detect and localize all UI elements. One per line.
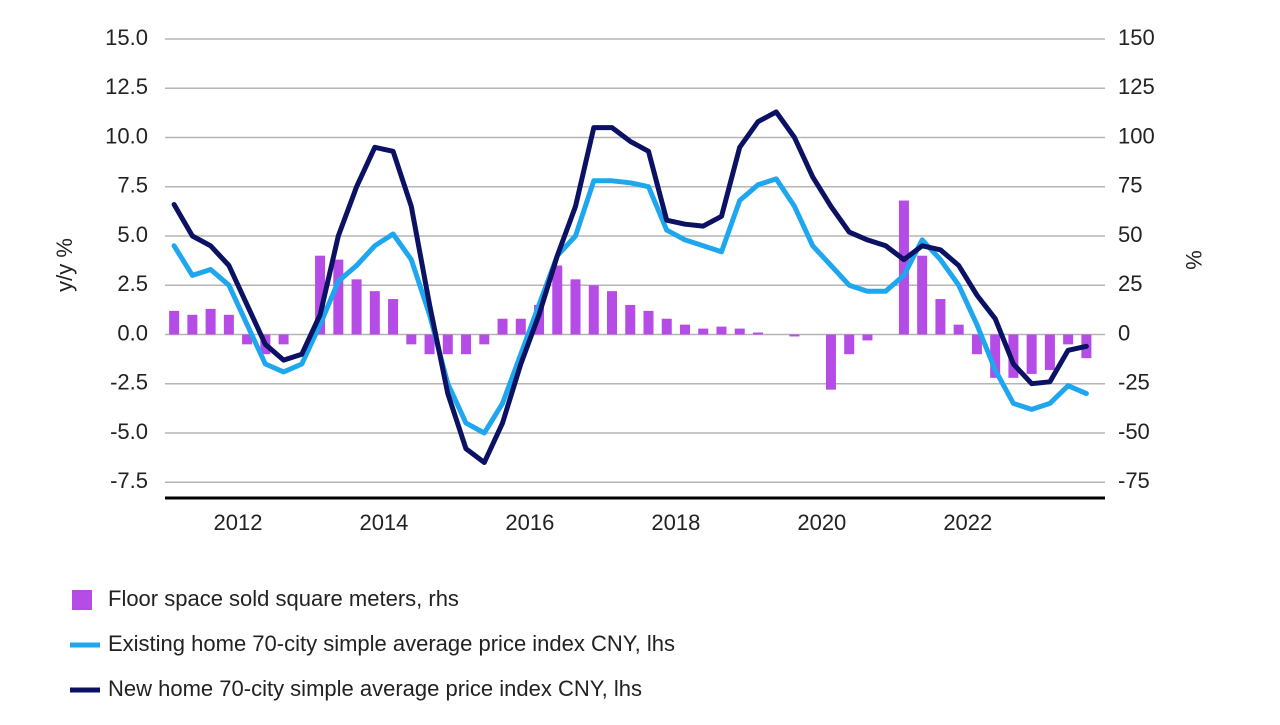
bar xyxy=(315,255,326,335)
bar xyxy=(953,324,964,335)
bar xyxy=(825,334,836,390)
y-tick-label: -7.5 xyxy=(110,468,148,493)
y-tick-label: 12.5 xyxy=(105,74,148,99)
x-tick-label: 2018 xyxy=(651,510,700,535)
bar xyxy=(789,334,800,337)
bar xyxy=(752,332,763,335)
bar xyxy=(625,304,636,335)
y2-tick-label: 125 xyxy=(1118,74,1155,99)
bar xyxy=(424,334,435,355)
bar xyxy=(479,334,490,345)
bar xyxy=(679,324,690,335)
legend-swatch xyxy=(72,590,92,610)
legend-label: Existing home 70-city simple average pri… xyxy=(108,631,675,656)
bar xyxy=(607,291,618,335)
bar xyxy=(898,200,909,335)
y2-tick-label: -25 xyxy=(1118,370,1150,395)
y2-tick-label: 50 xyxy=(1118,222,1142,247)
line xyxy=(171,109,1089,465)
x-tick-label: 2020 xyxy=(797,510,846,535)
y-tick-label: 0.0 xyxy=(117,320,148,345)
bar xyxy=(205,308,216,335)
bar xyxy=(661,318,672,335)
bar xyxy=(971,334,982,355)
y-tick-label: -5.0 xyxy=(110,419,148,444)
bar xyxy=(917,255,928,335)
y2-tick-label: -75 xyxy=(1118,468,1150,493)
y-tick-label: 7.5 xyxy=(117,173,148,198)
bar xyxy=(844,334,855,355)
legend-label: Floor space sold square meters, rhs xyxy=(108,586,459,611)
bar xyxy=(187,314,198,335)
y-axis-label: y/y % xyxy=(52,238,77,292)
bar xyxy=(461,334,472,355)
bar xyxy=(278,334,289,345)
y-tick-label: 2.5 xyxy=(117,271,148,296)
bar xyxy=(1008,334,1019,378)
x-tick-label: 2022 xyxy=(943,510,992,535)
x-tick-label: 2016 xyxy=(505,510,554,535)
y-tick-label: -2.5 xyxy=(110,370,148,395)
bar xyxy=(223,314,234,335)
bar xyxy=(169,310,180,335)
bar xyxy=(734,328,745,335)
y2-tick-label: -50 xyxy=(1118,419,1150,444)
bar xyxy=(552,265,563,335)
bar xyxy=(935,299,946,335)
bar xyxy=(369,291,380,335)
bar xyxy=(588,285,599,335)
y-tick-label: 5.0 xyxy=(117,222,148,247)
y2-tick-label: 150 xyxy=(1118,25,1155,50)
bar xyxy=(406,334,417,345)
line xyxy=(171,176,1089,436)
bar xyxy=(1044,334,1055,370)
y-tick-label: 10.0 xyxy=(105,123,148,148)
y2-tick-label: 100 xyxy=(1118,123,1155,148)
y2-tick-label: 0 xyxy=(1118,320,1130,345)
y2-tick-label: 75 xyxy=(1118,173,1142,198)
y-tick-label: 15.0 xyxy=(105,25,148,50)
legend-label: New home 70-city simple average price in… xyxy=(108,676,642,701)
y2-tick-label: 25 xyxy=(1118,271,1142,296)
bar xyxy=(333,259,344,335)
bar xyxy=(388,299,399,335)
bar xyxy=(1026,334,1037,374)
bar xyxy=(716,326,727,335)
bar xyxy=(497,318,508,335)
bar xyxy=(442,334,453,355)
bar xyxy=(351,279,362,335)
x-tick-label: 2014 xyxy=(359,510,408,535)
bar xyxy=(643,310,654,335)
bar xyxy=(990,334,1001,378)
bar xyxy=(242,334,253,345)
bar xyxy=(1063,334,1074,345)
bar xyxy=(570,279,581,335)
bar xyxy=(862,334,873,341)
y2-axis-label: % xyxy=(1181,250,1206,270)
bar xyxy=(515,318,526,335)
x-tick-label: 2012 xyxy=(214,510,263,535)
bar xyxy=(698,328,709,335)
